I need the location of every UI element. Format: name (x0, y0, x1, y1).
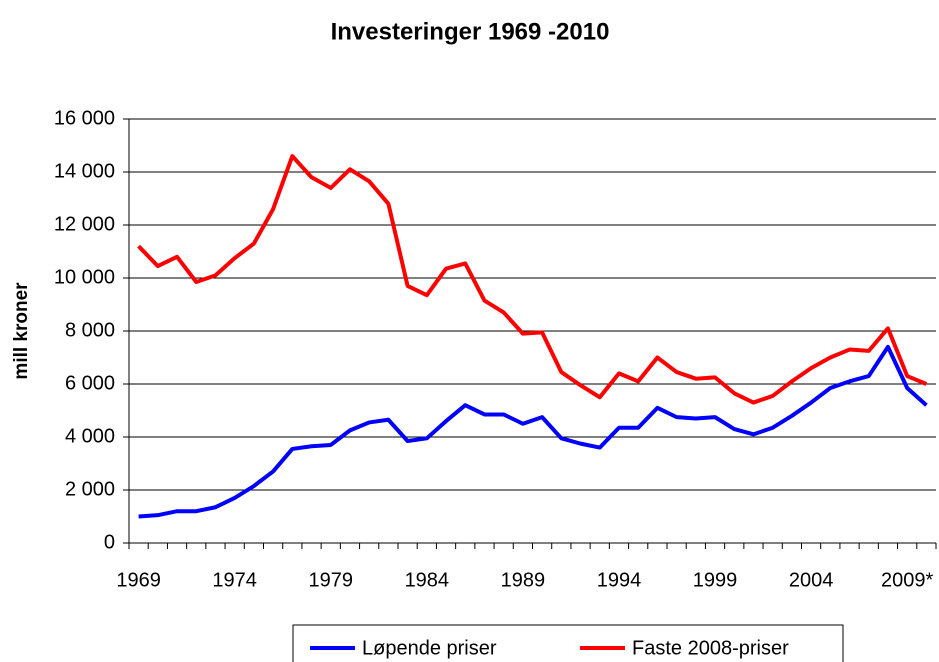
y-tick-label: 10 000 (54, 266, 115, 288)
x-tick-label: 1989 (501, 569, 546, 591)
y-tick-label: 0 (104, 531, 115, 553)
x-tick-label: 1999 (693, 569, 738, 591)
y-axis-label: mill kroner (11, 282, 32, 380)
y-tick-label: 12 000 (54, 213, 115, 235)
legend-box (292, 624, 844, 662)
x-tick-label: 2004 (789, 569, 834, 591)
series-line (138, 344, 928, 519)
legend-label: Faste 2008-priser (632, 637, 789, 659)
series-line (137, 154, 928, 405)
y-tick-label: 16 000 (54, 107, 115, 129)
y-tick-label: 6 000 (65, 372, 115, 394)
x-tick-label: 1969 (116, 569, 161, 591)
y-tick-label: 14 000 (54, 160, 115, 182)
x-tick-label: 1974 (212, 569, 257, 591)
y-tick-label: 2 000 (65, 478, 115, 500)
x-tick-label: 1994 (597, 569, 642, 591)
y-tick-label: 8 000 (65, 319, 115, 341)
x-tick-label: 1979 (309, 569, 354, 591)
y-tick-label: 4 000 (65, 425, 115, 447)
x-tick-label: 1984 (405, 569, 450, 591)
legend-label: Løpende priser (362, 637, 497, 659)
chart-title: Investeringer 1969 -2010 (331, 18, 610, 45)
x-tick-label: 2009* (881, 569, 933, 591)
